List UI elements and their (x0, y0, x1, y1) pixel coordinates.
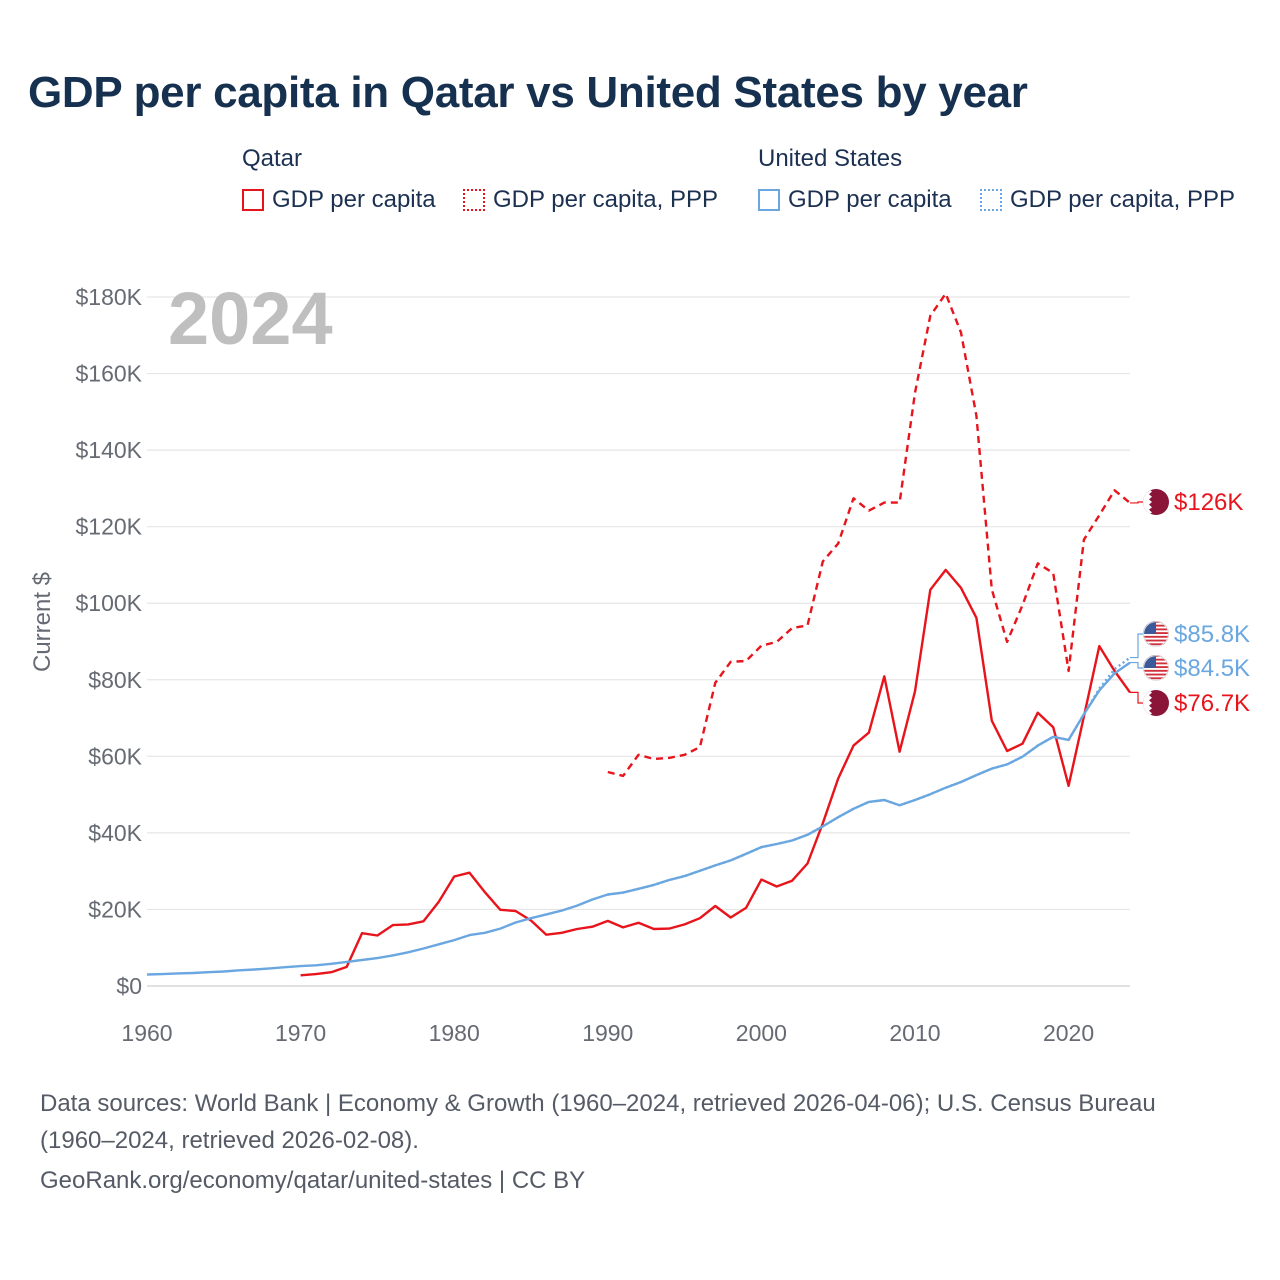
end-leader-line (1130, 501, 1143, 504)
legend-swatch-dotted-icon (463, 189, 485, 211)
x-tick-label: 1980 (429, 1020, 480, 1046)
x-tick-label: 2020 (1043, 1020, 1094, 1046)
y-tick-label: $20K (88, 896, 142, 922)
series-lines (146, 292, 1131, 977)
x-tick-label: 1990 (582, 1020, 633, 1046)
legend-item-qatar-gdp-ppp[interactable]: GDP per capita, PPP (463, 186, 718, 214)
legend-label: GDP per capita, PPP (493, 186, 718, 213)
us-flag-icon (1143, 621, 1169, 647)
qatar-flag-icon (1143, 690, 1169, 716)
y-tick-label: $100K (75, 590, 142, 616)
legend-item-us-gdp[interactable]: GDP per capita (758, 186, 952, 214)
y-tick-label: $140K (75, 437, 142, 463)
legend-item-qatar-gdp[interactable]: GDP per capita (242, 186, 436, 214)
y-tick-label: $160K (75, 361, 142, 387)
x-tick-label: 1970 (275, 1020, 326, 1046)
series-line-3[interactable] (607, 656, 1131, 896)
y-tick-label: $0 (116, 973, 142, 999)
legend-swatch-dotted-icon (980, 189, 1002, 211)
legend-label: GDP per capita, PPP (1010, 186, 1235, 213)
end-leader-line (1130, 691, 1143, 704)
y-tick-label: $60K (88, 743, 142, 769)
x-tick-label: 2010 (889, 1020, 940, 1046)
us-flag-icon (1143, 655, 1169, 681)
legend-group-qatar: Qatar (242, 145, 303, 172)
footer-attribution[interactable]: GeoRank.org/economy/qatar/united-states … (40, 1167, 586, 1194)
end-leader-line (1130, 633, 1143, 659)
series-line-0[interactable] (300, 568, 1131, 977)
y-tick-label: $180K (75, 284, 142, 310)
end-value-label: $76.7K (1174, 690, 1250, 717)
series-line-1[interactable] (607, 292, 1131, 778)
legend-label: GDP per capita (272, 186, 436, 213)
qatar-flag-icon (1143, 489, 1169, 515)
end-leader-line (1130, 661, 1143, 669)
chart-title: GDP per capita in Qatar vs United States… (28, 68, 1028, 117)
y-tick-label: $120K (75, 514, 142, 540)
legend-group-us: United States (758, 145, 903, 172)
x-tick-label: 1960 (121, 1020, 172, 1046)
footer-sources-line1: Data sources: World Bank | Economy & Gro… (40, 1090, 1156, 1117)
end-value-label: $85.8K (1174, 621, 1250, 648)
end-value-label: $84.5K (1174, 655, 1250, 682)
x-axis: 1960 1970 1980 1990 2000 2010 2020 (121, 1020, 1094, 1046)
y-axis-label: Current $ (29, 572, 56, 672)
year-watermark: 2024 (168, 277, 333, 360)
series-line-2[interactable] (146, 661, 1131, 976)
legend-swatch-solid-icon (242, 189, 264, 211)
y-axis: $0 $20K $40K $60K $80K $100K $120K $140K $160K $1… (75, 284, 142, 999)
footer-sources-line2: (1960–2024, retrieved 2026-02-08). (40, 1127, 419, 1154)
y-tick-label: $40K (88, 820, 142, 846)
gridlines (147, 296, 1130, 987)
x-tick-label: 2000 (736, 1020, 787, 1046)
end-value-label: $126K (1174, 489, 1243, 516)
end-markers: $76.7K $126K $84.5K $85.8K (1130, 489, 1250, 717)
legend-swatch-solid-icon (758, 189, 780, 211)
legend-item-us-gdp-ppp[interactable]: GDP per capita, PPP (980, 186, 1235, 214)
legend-label: GDP per capita (788, 186, 952, 213)
y-tick-label: $80K (88, 667, 142, 693)
